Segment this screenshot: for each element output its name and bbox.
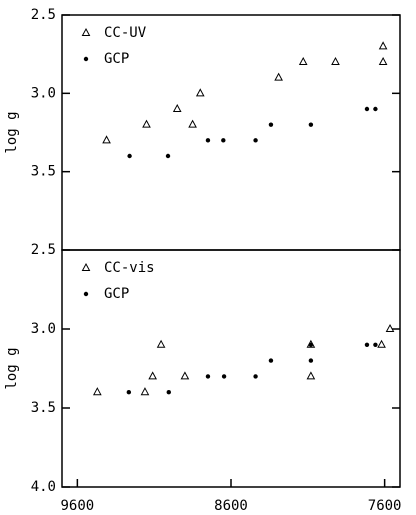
- triangle-point: [385, 323, 395, 332]
- legend-label: CC-UV: [104, 25, 147, 41]
- dot-point: [126, 390, 132, 395]
- dot-point: [268, 358, 274, 363]
- dot-point: [165, 153, 171, 159]
- triangle-point: [306, 371, 316, 380]
- triangle-point: [188, 119, 197, 128]
- triangle-point: [274, 72, 283, 81]
- y-tick-label: 2.5: [31, 242, 56, 258]
- triangle-point: [102, 135, 111, 144]
- legend-marker: [83, 291, 89, 297]
- triangle-point: [180, 371, 190, 380]
- legend-marker: [81, 27, 91, 36]
- dot-point: [308, 342, 314, 347]
- dot-point: [308, 358, 314, 363]
- dot-point: [127, 153, 132, 159]
- dot-point: [373, 342, 378, 347]
- dot-point: [308, 122, 314, 127]
- triangle-point: [195, 88, 205, 97]
- y-tick-label: 3.0: [31, 85, 56, 101]
- y-tick-label: 3.5: [31, 400, 56, 416]
- legend-label: GCP: [104, 51, 129, 67]
- x-tick-label: 7600: [368, 498, 402, 514]
- dot-point: [373, 106, 378, 112]
- dot-point: [364, 106, 370, 112]
- triangle-point: [298, 56, 308, 65]
- dot-point: [268, 122, 274, 127]
- triangle-point: [148, 371, 157, 380]
- triangle-point: [92, 387, 102, 396]
- legend-marker: [81, 262, 91, 271]
- y-tick-label: 4.0: [31, 479, 56, 495]
- triangle-point: [378, 41, 388, 50]
- triangle-point: [156, 339, 166, 348]
- triangle-point: [140, 387, 150, 396]
- x-tick-label: 9600: [61, 498, 95, 514]
- dot-point: [166, 390, 171, 395]
- y-axis-label: log g: [4, 111, 20, 153]
- y-tick-label: 3.0: [31, 321, 56, 337]
- legend-label: CC-vis: [104, 260, 155, 276]
- x-tick-label: 8600: [214, 498, 248, 514]
- dot-point: [205, 374, 211, 379]
- dot-point: [364, 342, 370, 347]
- dot-point: [253, 138, 258, 143]
- triangle-point: [378, 56, 388, 65]
- triangle-point: [377, 339, 386, 348]
- triangle-point: [142, 119, 151, 128]
- legend-label: GCP: [104, 286, 129, 302]
- triangle-point: [172, 103, 182, 112]
- triangle-point: [331, 56, 340, 65]
- y-axis-label: log g: [4, 347, 20, 389]
- y-tick-label: 3.5: [31, 164, 56, 180]
- dot-point: [221, 138, 226, 143]
- dot-point: [205, 138, 211, 143]
- legend-marker: [83, 56, 89, 62]
- y-tick-label: 2.5: [31, 7, 56, 23]
- dot-point: [253, 374, 258, 379]
- dot-point: [221, 374, 227, 379]
